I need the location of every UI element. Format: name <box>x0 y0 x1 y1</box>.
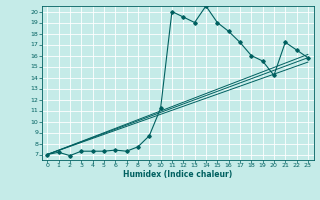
X-axis label: Humidex (Indice chaleur): Humidex (Indice chaleur) <box>123 170 232 179</box>
